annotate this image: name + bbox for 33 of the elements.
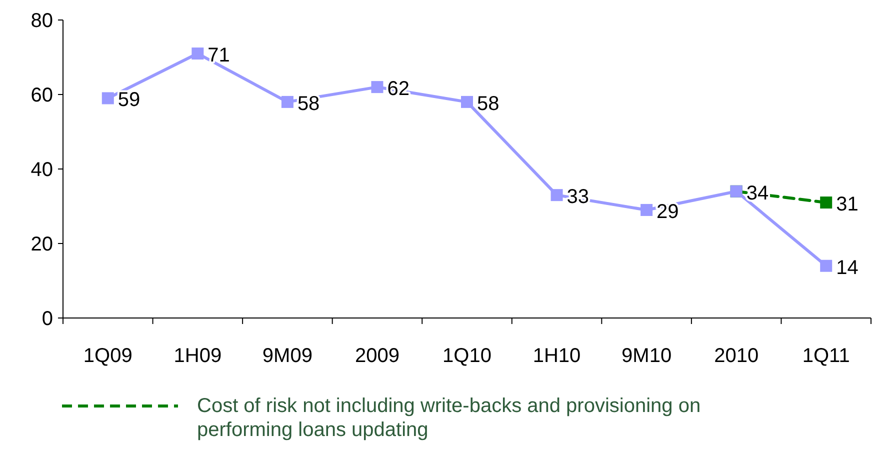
y-tick-label: 40	[30, 159, 53, 181]
data-label: 31	[836, 194, 858, 216]
x-tick-label: 2010	[714, 345, 759, 367]
point	[820, 260, 832, 272]
text: Cost of risk not including write-backs and provisioning on performing loans updating	[197, 395, 701, 441]
point	[281, 96, 294, 108]
x-tick-label: 1Q11	[802, 345, 850, 367]
data-label: 29	[656, 200, 679, 223]
x-tick-label: 9M09	[262, 345, 312, 367]
x-tick-label: 2009	[354, 345, 400, 367]
point	[820, 196, 832, 209]
y-tick-label: 80	[30, 10, 53, 32]
point	[192, 48, 204, 60]
y-tick-label: 20	[30, 234, 53, 256]
x-tick-label: 1H10	[532, 345, 581, 367]
x-tick-label: 1Q10	[442, 345, 492, 367]
data-label: 58	[297, 92, 320, 115]
point	[550, 189, 563, 202]
x-tick-label: 1Q09	[83, 345, 132, 367]
data-label: 33	[566, 186, 590, 208]
data-label: 71	[208, 44, 230, 67]
point	[371, 81, 384, 94]
y-tick-label: 60	[30, 84, 53, 106]
point	[640, 204, 653, 216]
point	[461, 96, 473, 108]
data-label: 62	[387, 78, 410, 100]
point	[102, 92, 114, 104]
data-label: 59	[118, 89, 140, 112]
y-tick-label: 0	[42, 308, 53, 330]
x-tick-label: 9M10	[622, 345, 672, 367]
data-label: 58	[477, 92, 500, 115]
x-tick-label: 1H09	[174, 345, 222, 367]
data-label: 14	[836, 256, 858, 279]
